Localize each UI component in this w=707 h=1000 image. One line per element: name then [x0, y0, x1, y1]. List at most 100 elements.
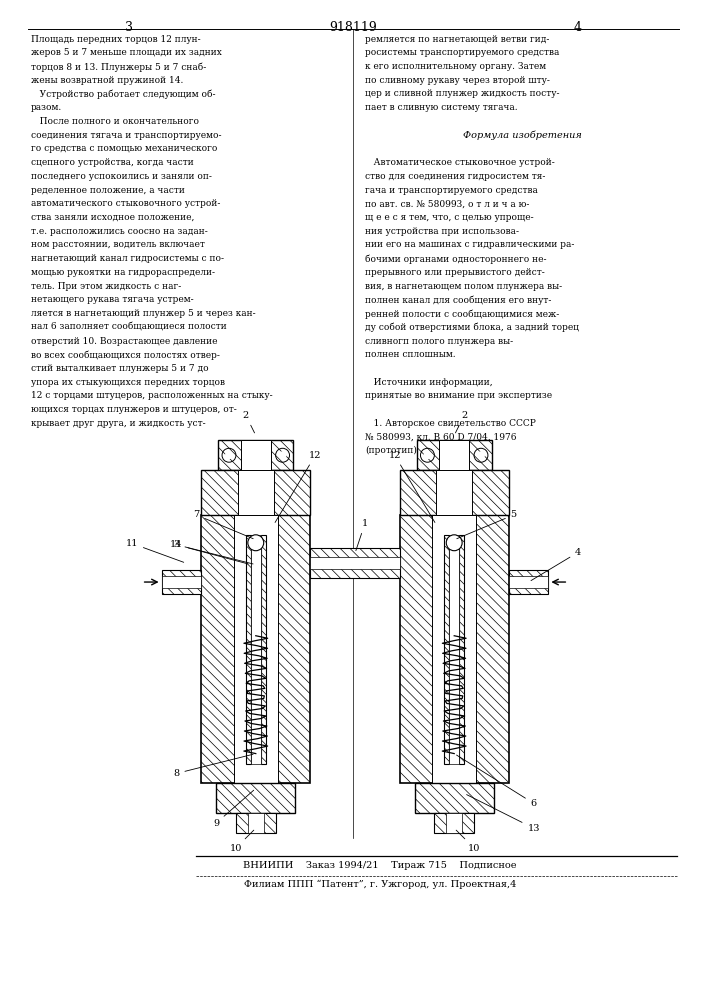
Text: во всех сообщающихся полостях отвер-: во всех сообщающихся полостях отвер- — [30, 350, 219, 360]
PathPatch shape — [399, 515, 509, 783]
PathPatch shape — [414, 783, 494, 813]
Text: т.е. расположились соосно на задан-: т.е. расположились соосно на задан- — [30, 227, 207, 236]
Text: ном расстоянии, водитель включает: ном расстоянии, водитель включает — [30, 240, 204, 249]
Text: полнен сплошным.: полнен сплошным. — [365, 350, 455, 359]
Text: бочими органами одностороннего не-: бочими органами одностороннего не- — [365, 254, 547, 264]
Text: 7: 7 — [193, 510, 253, 539]
PathPatch shape — [399, 470, 509, 515]
Text: нагнетающий канал гидросистемы с по-: нагнетающий канал гидросистемы с по- — [30, 254, 223, 263]
PathPatch shape — [416, 440, 492, 470]
Text: 9: 9 — [213, 790, 254, 828]
Circle shape — [248, 535, 264, 551]
Text: вия, в нагнетающем полом плунжера вы-: вия, в нагнетающем полом плунжера вы- — [365, 282, 562, 291]
Text: Автоматическое стыковочное устрой-: Автоматическое стыковочное устрой- — [365, 158, 555, 167]
Text: пает в сливную систему тягача.: пает в сливную систему тягача. — [365, 103, 518, 112]
Bar — [399, 470, 509, 515]
Text: к его исполнительному органу. Затем: к его исполнительному органу. Затем — [365, 62, 546, 71]
Text: нии его на машинах с гидравлическими ра-: нии его на машинах с гидравлическими ра- — [365, 240, 574, 249]
PathPatch shape — [310, 548, 399, 578]
Text: 918119: 918119 — [329, 21, 378, 34]
Text: Филиам ППП “Патент”, г. Ужгород, ул. Проектная,4: Филиам ППП “Патент”, г. Ужгород, ул. Про… — [244, 880, 516, 889]
Text: (прототип).: (прототип). — [365, 446, 420, 455]
Text: 12: 12 — [388, 451, 435, 522]
PathPatch shape — [444, 535, 449, 764]
Text: ВНИИПИ    Заказ 1994/21    Тираж 715    Подписное: ВНИИПИ Заказ 1994/21 Тираж 715 Подписное — [243, 861, 517, 870]
Bar — [509, 576, 549, 588]
Text: ремляется по нагнетающей ветви гид-: ремляется по нагнетающей ветви гид- — [365, 35, 549, 44]
Text: 13: 13 — [467, 795, 540, 833]
Text: стий выталкивает плунжеры 5 и 7 до: стий выталкивает плунжеры 5 и 7 до — [30, 364, 208, 373]
Bar — [246, 535, 251, 764]
Text: автоматического стыковочного устрой-: автоматического стыковочного устрой- — [30, 199, 220, 208]
Bar — [449, 535, 459, 764]
Bar — [241, 440, 271, 470]
Text: 6: 6 — [457, 755, 537, 808]
PathPatch shape — [201, 515, 310, 783]
Circle shape — [225, 451, 233, 459]
Bar — [161, 576, 201, 588]
Text: 10: 10 — [456, 830, 480, 853]
Text: по сливному рукаву через второй шту-: по сливному рукаву через второй шту- — [365, 76, 550, 85]
Bar — [439, 440, 469, 470]
PathPatch shape — [201, 470, 310, 515]
Bar — [248, 813, 264, 833]
Text: ния устройства при использова-: ния устройства при использова- — [365, 227, 519, 236]
Bar — [234, 515, 278, 783]
Text: торцов 8 и 13. Плунжеры 5 и 7 снаб-: торцов 8 и 13. Плунжеры 5 и 7 снаб- — [30, 62, 206, 72]
Bar — [201, 515, 310, 783]
Text: 8: 8 — [173, 754, 253, 778]
Bar — [444, 535, 449, 764]
Text: 4: 4 — [574, 21, 582, 34]
Bar — [251, 535, 261, 764]
Text: 1: 1 — [356, 519, 368, 551]
Text: Формула изобретения: Формула изобретения — [462, 131, 582, 140]
Bar — [436, 470, 472, 515]
PathPatch shape — [261, 535, 266, 764]
Text: жеров 5 и 7 меньше площади их задних: жеров 5 и 7 меньше площади их задних — [30, 48, 221, 57]
PathPatch shape — [459, 535, 464, 764]
Bar — [459, 535, 464, 764]
Text: по авт. св. № 580993, о т л и ч а ю-: по авт. св. № 580993, о т л и ч а ю- — [365, 199, 530, 208]
Text: ду собой отверстиями блока, а задний торец: ду собой отверстиями блока, а задний тор… — [365, 323, 579, 332]
Text: ределенное положение, а части: ределенное положение, а части — [30, 186, 185, 195]
Text: мощью рукоятки на гидрораспредели-: мощью рукоятки на гидрораспредели- — [30, 268, 214, 277]
Bar — [399, 515, 509, 783]
Text: принятые во внимание при экспертизе: принятые во внимание при экспертизе — [365, 391, 552, 400]
Bar — [310, 548, 399, 578]
Text: крывает друг друга, и жидкость уст-: крывает друг друга, и жидкость уст- — [30, 419, 205, 428]
Text: 4: 4 — [531, 548, 581, 581]
Bar — [416, 440, 492, 470]
Text: нал 6 заполняет сообщающиеся полости: нал 6 заполняет сообщающиеся полости — [30, 323, 226, 332]
Text: разом.: разом. — [30, 103, 62, 112]
Text: отверстий 10. Возрастающее давление: отверстий 10. Возрастающее давление — [30, 337, 217, 346]
Text: ство для соединения гидросистем тя-: ство для соединения гидросистем тя- — [365, 172, 545, 181]
Circle shape — [423, 451, 431, 459]
Text: № 580993, кл. B 60 D 7/04, 1976: № 580993, кл. B 60 D 7/04, 1976 — [365, 433, 516, 442]
Text: 2: 2 — [243, 411, 255, 433]
PathPatch shape — [236, 813, 276, 833]
Bar — [433, 515, 476, 783]
Text: ства заняли исходное положение,: ства заняли исходное положение, — [30, 213, 194, 222]
Text: щ е е с я тем, что, с целью упроще-: щ е е с я тем, что, с целью упроще- — [365, 213, 534, 222]
Bar — [261, 535, 266, 764]
Text: гача и транспортируемого средства: гача и транспортируемого средства — [365, 186, 538, 195]
Text: тель. При этом жидкость с наг-: тель. При этом жидкость с наг- — [30, 282, 181, 291]
Text: ренней полости с сообщающимися меж-: ренней полости с сообщающимися меж- — [365, 309, 559, 319]
Text: нетающего рукава тягача устрем-: нетающего рукава тягача устрем- — [30, 295, 193, 304]
Text: ющихся торцах плунжеров и штуцеров, от-: ющихся торцах плунжеров и штуцеров, от- — [30, 405, 236, 414]
Text: 12: 12 — [275, 451, 322, 522]
Text: 10: 10 — [230, 830, 254, 853]
PathPatch shape — [216, 783, 296, 813]
Text: соединения тягача и транспортируемо-: соединения тягача и транспортируемо- — [30, 131, 221, 140]
Text: 2: 2 — [455, 411, 467, 433]
Text: цер и сливной плунжер жидкость посту-: цер и сливной плунжер жидкость посту- — [365, 89, 559, 98]
Bar — [201, 470, 310, 515]
Text: го средства с помощью механического: го средства с помощью механического — [30, 144, 217, 153]
Bar — [310, 557, 399, 569]
Text: 3: 3 — [173, 540, 253, 564]
Circle shape — [279, 451, 286, 459]
Text: Источники информации,: Источники информации, — [365, 378, 493, 387]
Text: После полного и окончательного: После полного и окончательного — [30, 117, 199, 126]
Bar — [414, 783, 494, 813]
Bar — [238, 470, 274, 515]
